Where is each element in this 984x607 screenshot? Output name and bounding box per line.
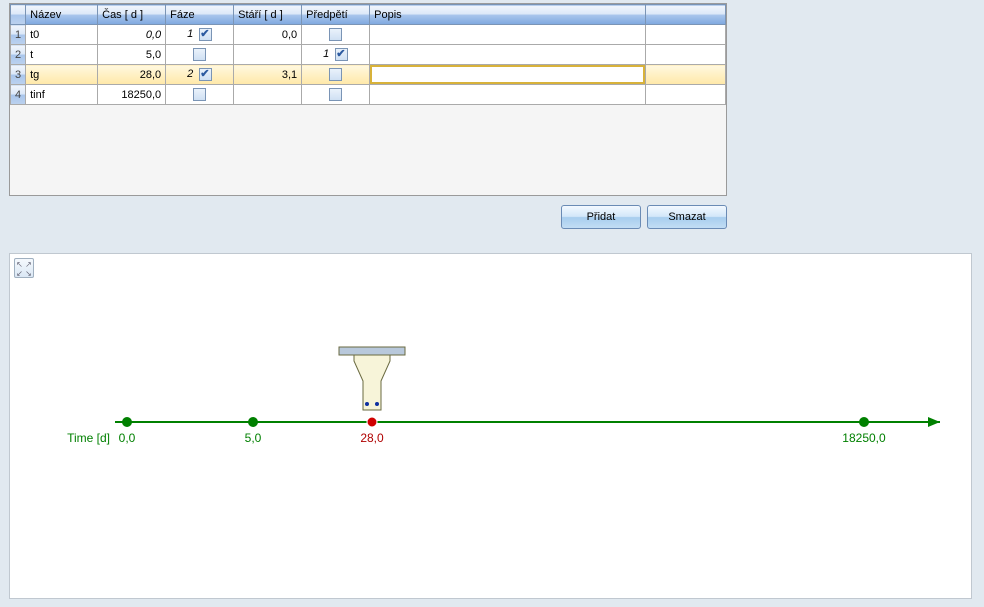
- tendon-dot: [365, 402, 369, 406]
- cell-idx[interactable]: 4: [11, 85, 26, 105]
- cell-name[interactable]: tinf: [26, 85, 98, 105]
- cell-name[interactable]: tg: [26, 65, 98, 85]
- prestress-checkbox[interactable]: [329, 68, 342, 81]
- col-header-time[interactable]: Čas [ d ]: [98, 5, 166, 25]
- cell-time[interactable]: 5,0: [98, 45, 166, 65]
- table-row[interactable]: 4tinf18250,0: [11, 85, 726, 105]
- tick-label: 18250,0: [842, 431, 886, 445]
- col-header-phase[interactable]: Fáze: [166, 5, 234, 25]
- col-header-idx[interactable]: [11, 5, 26, 25]
- col-header-pre[interactable]: Předpětí: [302, 5, 370, 25]
- table-row[interactable]: 3tg28,023,1: [11, 65, 726, 85]
- cell-name[interactable]: t: [26, 45, 98, 65]
- tick-marker[interactable]: [859, 417, 869, 427]
- axis-label: Time [d]: [67, 431, 110, 445]
- cell-desc[interactable]: [370, 25, 646, 45]
- cell-age[interactable]: [234, 85, 302, 105]
- cell-time[interactable]: 0,0: [98, 25, 166, 45]
- cell-phase[interactable]: 2: [166, 65, 234, 85]
- cell-age[interactable]: 3,1: [234, 65, 302, 85]
- tick-label: 28,0: [360, 431, 384, 445]
- cell-pre[interactable]: [302, 25, 370, 45]
- add-button[interactable]: Přidat: [561, 205, 641, 229]
- tick-label: 0,0: [119, 431, 136, 445]
- tick-marker[interactable]: [367, 417, 377, 427]
- prestress-checkbox[interactable]: [329, 88, 342, 101]
- cell-idx[interactable]: 1: [11, 25, 26, 45]
- cell-pre[interactable]: [302, 85, 370, 105]
- phase-checkbox[interactable]: [193, 48, 206, 61]
- cell-pre[interactable]: 1: [302, 45, 370, 65]
- tick-label: 5,0: [245, 431, 262, 445]
- cell-desc[interactable]: [370, 85, 646, 105]
- cell-name[interactable]: t0: [26, 25, 98, 45]
- delete-button[interactable]: Smazat: [647, 205, 727, 229]
- prestress-checkbox[interactable]: [335, 48, 348, 61]
- cell-time[interactable]: 28,0: [98, 65, 166, 85]
- cell-tail[interactable]: [646, 45, 726, 65]
- cell-tail[interactable]: [646, 65, 726, 85]
- cell-phase[interactable]: 1: [166, 25, 234, 45]
- stages-table[interactable]: Název Čas [ d ] Fáze Stáří [ d ] Předpět…: [10, 4, 726, 105]
- phase-checkbox[interactable]: [193, 88, 206, 101]
- tick-marker[interactable]: [248, 417, 258, 427]
- table-row[interactable]: 1t00,010,0: [11, 25, 726, 45]
- cell-desc[interactable]: [370, 65, 646, 85]
- cell-idx[interactable]: 2: [11, 45, 26, 65]
- col-header-tail[interactable]: [646, 5, 726, 25]
- cell-pre[interactable]: [302, 65, 370, 85]
- prestress-checkbox[interactable]: [329, 28, 342, 41]
- timeline-svg: Time [d] 0,0 5,0 28,0 18250,0: [10, 254, 971, 598]
- cell-idx[interactable]: 3: [11, 65, 26, 85]
- cross-section-flange: [339, 347, 405, 355]
- cell-tail[interactable]: [646, 25, 726, 45]
- timeline-panel: ↖ ↗↙ ↘ Time [d]0,05,028,018250,0: [9, 253, 972, 599]
- cell-desc[interactable]: [370, 45, 646, 65]
- cell-tail[interactable]: [646, 85, 726, 105]
- cross-section-body: [354, 355, 390, 410]
- cell-age[interactable]: [234, 45, 302, 65]
- col-header-age[interactable]: Stáří [ d ]: [234, 5, 302, 25]
- col-header-name[interactable]: Název: [26, 5, 98, 25]
- stages-table-panel: Název Čas [ d ] Fáze Stáří [ d ] Předpět…: [9, 3, 727, 196]
- phase-checkbox[interactable]: [199, 28, 212, 41]
- table-row[interactable]: 2t5,0 1: [11, 45, 726, 65]
- axis-arrow-icon: [928, 417, 940, 427]
- tendon-dot: [375, 402, 379, 406]
- cell-age[interactable]: 0,0: [234, 25, 302, 45]
- phase-checkbox[interactable]: [199, 68, 212, 81]
- col-header-desc[interactable]: Popis: [370, 5, 646, 25]
- tick-marker[interactable]: [122, 417, 132, 427]
- cell-phase[interactable]: [166, 45, 234, 65]
- button-row: Přidat Smazat: [9, 205, 727, 233]
- cell-phase[interactable]: [166, 85, 234, 105]
- cell-time[interactable]: 18250,0: [98, 85, 166, 105]
